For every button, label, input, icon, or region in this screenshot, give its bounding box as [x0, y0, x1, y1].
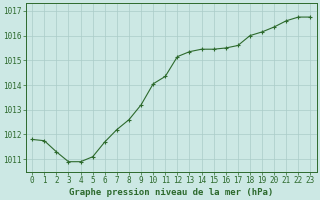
X-axis label: Graphe pression niveau de la mer (hPa): Graphe pression niveau de la mer (hPa)	[69, 188, 274, 197]
